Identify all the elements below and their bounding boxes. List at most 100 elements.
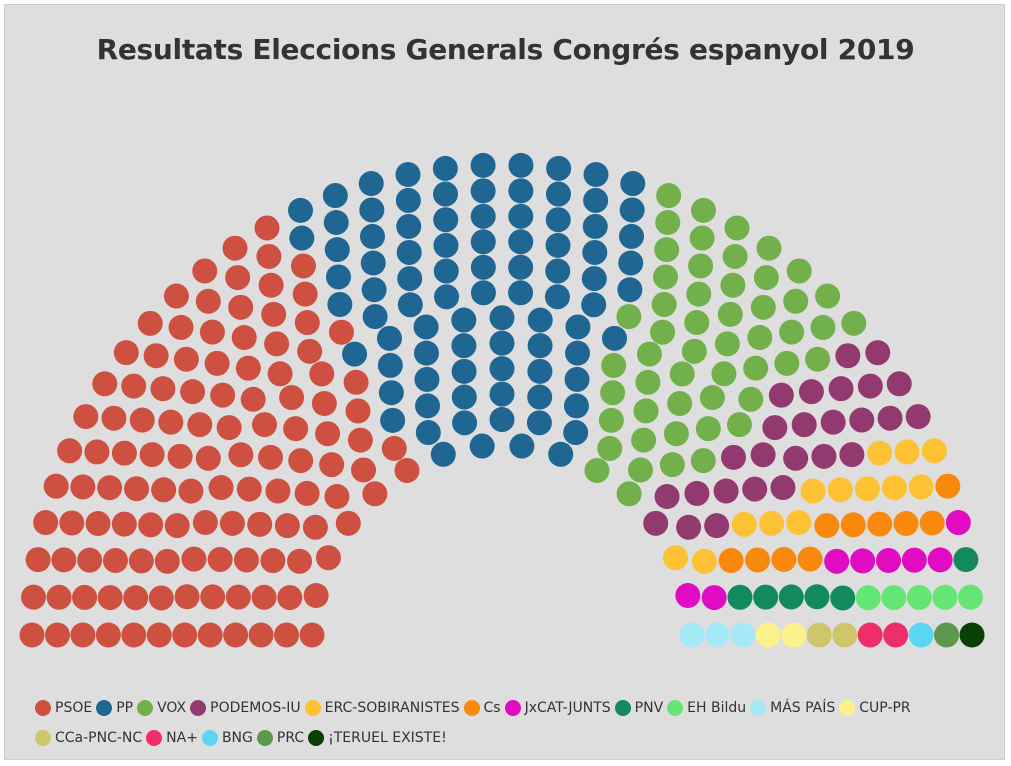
seat-pp bbox=[342, 341, 368, 367]
seat-cs bbox=[893, 511, 919, 537]
seat-pp bbox=[396, 213, 422, 239]
seat-psoe bbox=[195, 288, 221, 314]
seat-psoe bbox=[294, 310, 320, 336]
seat-vox bbox=[684, 310, 710, 336]
seat-psoe bbox=[231, 325, 257, 351]
seat-vox bbox=[653, 264, 679, 290]
seat-erc-sobiranistes bbox=[908, 474, 934, 500]
legend-swatch-icon bbox=[146, 730, 163, 746]
seat-pp bbox=[323, 210, 349, 236]
seat-psoe bbox=[279, 385, 305, 411]
legend-swatch-icon bbox=[614, 700, 631, 716]
legend-label: PP bbox=[116, 700, 134, 716]
legend-item[interactable]: ¡TERUEL EXISTE! bbox=[308, 725, 447, 751]
seat-vox bbox=[841, 310, 867, 336]
seat-eh-bildu bbox=[855, 585, 881, 611]
legend-item[interactable]: VOX bbox=[137, 695, 186, 721]
seat-pp bbox=[288, 197, 314, 223]
seat-cs bbox=[771, 546, 797, 572]
seat-pp bbox=[430, 441, 456, 467]
seat-vox bbox=[695, 416, 721, 442]
seat-vox bbox=[753, 265, 779, 291]
seat-psoe bbox=[222, 235, 248, 261]
seat-pnv bbox=[953, 547, 979, 573]
seat-cs bbox=[935, 473, 961, 499]
seat-podemos-iu bbox=[865, 340, 891, 366]
legend-swatch-icon bbox=[137, 700, 154, 716]
legend-item[interactable]: NA+ bbox=[146, 725, 198, 751]
legend-swatch-icon bbox=[463, 700, 480, 716]
legend-swatch-icon bbox=[839, 700, 856, 716]
seat-psoe bbox=[265, 478, 291, 504]
seat-psoe bbox=[113, 340, 139, 366]
seat-pp bbox=[414, 366, 440, 392]
legend-item[interactable]: PODEMOS-IU bbox=[190, 695, 301, 721]
seat-vox bbox=[786, 258, 812, 284]
legend-item[interactable]: PRC bbox=[256, 725, 304, 751]
seat-psoe bbox=[25, 547, 51, 573]
seat-psoe bbox=[73, 404, 99, 430]
legend-item[interactable]: CUP-PR bbox=[839, 695, 911, 721]
legend-item[interactable]: PSOE bbox=[35, 695, 92, 721]
seat-psoe bbox=[97, 475, 123, 501]
seat-psoe bbox=[158, 409, 184, 435]
seat-vox bbox=[654, 237, 680, 263]
seat-psoe bbox=[124, 476, 150, 502]
seat-psoe bbox=[102, 548, 128, 573]
seat-pp bbox=[620, 171, 646, 197]
legend-item[interactable]: EH Bildu bbox=[667, 695, 746, 721]
seat-pp bbox=[327, 291, 353, 317]
seat-cs bbox=[797, 546, 823, 572]
seat-psoe bbox=[219, 510, 245, 536]
seat-psoe bbox=[302, 514, 328, 540]
seat-cca-pnc-nc bbox=[832, 622, 858, 648]
legend-item[interactable]: ERC-SOBIRANISTES bbox=[304, 695, 460, 721]
seat-psoe bbox=[257, 444, 283, 470]
seat-pp bbox=[452, 410, 478, 436]
seat-vox bbox=[669, 361, 695, 387]
seat-psoe bbox=[19, 622, 45, 648]
seat-psoe bbox=[394, 457, 420, 483]
seat-pp bbox=[527, 333, 553, 359]
seat-pp bbox=[508, 280, 534, 306]
legend-swatch-icon bbox=[190, 700, 207, 716]
legend-label: CUP-PR bbox=[859, 700, 911, 716]
legend-item[interactable]: BNG bbox=[201, 725, 253, 751]
seat-pp bbox=[489, 330, 515, 356]
seat-psoe bbox=[33, 510, 59, 536]
seat-psoe bbox=[173, 346, 199, 372]
seat-podemos-iu bbox=[762, 415, 788, 441]
seat-pp bbox=[289, 225, 315, 251]
seat-pp bbox=[545, 181, 571, 207]
seat-erc-sobiranistes bbox=[731, 511, 757, 537]
seat-vox bbox=[690, 197, 716, 223]
seat-podemos-iu bbox=[770, 475, 796, 501]
seat-vox bbox=[584, 457, 610, 483]
seat-psoe bbox=[228, 442, 254, 468]
legend-item[interactable]: CCa-PNC-NC bbox=[35, 725, 142, 751]
legend-label: EH Bildu bbox=[687, 700, 747, 716]
seat-psoe bbox=[128, 548, 154, 574]
legend-item[interactable]: Cs bbox=[463, 695, 501, 721]
legend-item[interactable]: PP bbox=[96, 695, 133, 721]
seat-psoe bbox=[51, 547, 77, 573]
legend-item[interactable]: PNV bbox=[614, 695, 663, 721]
seat-jxcat-junts bbox=[876, 548, 902, 573]
seat-pp bbox=[508, 254, 534, 280]
seat-psoe bbox=[146, 622, 172, 648]
seat-psoe bbox=[199, 319, 225, 345]
legend-swatch-icon bbox=[750, 700, 767, 716]
seat-pp bbox=[489, 381, 515, 407]
seat-vox bbox=[720, 272, 746, 298]
seat-erc-sobiranistes bbox=[759, 510, 785, 536]
seat-vox bbox=[633, 398, 659, 424]
legend-item[interactable]: MÁS PAÍS bbox=[750, 695, 835, 721]
seat-psoe bbox=[381, 435, 407, 461]
seat-m-s-pa-s bbox=[730, 622, 756, 648]
seat-podemos-iu bbox=[849, 407, 875, 433]
seat-podemos-iu bbox=[828, 376, 854, 402]
chart-legend: PSOE PP VOX PODEMOS-IU ERC-SOBIRANISTES Cs JxC… bbox=[35, 695, 985, 755]
legend-item[interactable]: JxCAT-JUNTS bbox=[504, 695, 611, 721]
seat-psoe bbox=[43, 473, 69, 499]
seat-psoe bbox=[123, 585, 149, 611]
